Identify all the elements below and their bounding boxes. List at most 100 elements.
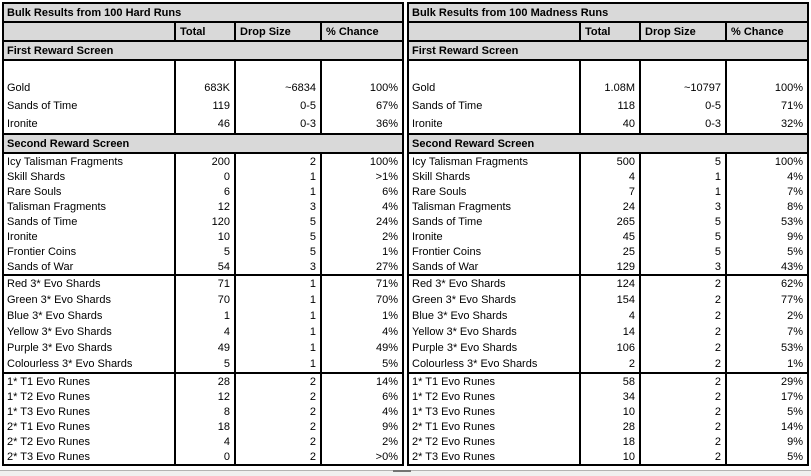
item-name-cell: 2* T1 Evo Runes: [7, 420, 90, 433]
drop-size-cell: 1: [234, 324, 320, 340]
chance-cell: 4%: [320, 199, 402, 214]
drop-size-cell: 3: [234, 199, 320, 214]
item-name-cell: 1* T3 Evo Runes: [7, 405, 90, 418]
drop-size-cell: 2: [234, 389, 320, 404]
total-cell: 6: [174, 184, 234, 199]
total-cell: 45: [579, 229, 639, 244]
table-row: Ironite 10 5 2%: [4, 229, 402, 244]
table-title: Bulk Results from 100 Madness Runs: [409, 4, 807, 23]
drop-size-cell: 2: [234, 449, 320, 464]
item-name-cell: Yellow 3* Evo Shards: [7, 326, 112, 338]
chance-cell: 14%: [320, 374, 402, 389]
chance-cell: 8%: [725, 199, 807, 214]
chance-cell: 9%: [725, 434, 807, 449]
total-cell: 28: [579, 419, 639, 434]
chance-cell: 1%: [320, 244, 402, 259]
total-cell: 10: [174, 229, 234, 244]
drop-size-cell: 2: [234, 374, 320, 389]
column-header-chance: % Chance: [725, 23, 807, 40]
total-cell: 54: [174, 259, 234, 274]
table-row: Sands of Time 265 5 53%: [409, 214, 807, 229]
drop-size-cell: ~10797: [639, 79, 725, 97]
column-header-empty: [409, 23, 579, 40]
item-name-cell: 1* T1 Evo Runes: [7, 375, 90, 388]
item-name-cell: Sands of War: [7, 260, 74, 273]
item-name-cell: Red 3* Evo Shards: [412, 278, 506, 290]
table-row: Frontier Coins 25 5 5%: [409, 244, 807, 259]
total-cell: 25: [579, 244, 639, 259]
item-name-cell: Skill Shards: [412, 170, 471, 183]
empty-row: [409, 61, 807, 79]
drop-size-cell: 2: [639, 374, 725, 389]
drop-size-cell: 2: [639, 449, 725, 464]
total-cell: 18: [579, 434, 639, 449]
table-row: Blue 3* Evo Shards 1 1 1%: [4, 308, 402, 324]
table-row: Skill Shards 0 1 >1%: [4, 169, 402, 184]
empty-cell: [320, 61, 402, 79]
item-name-cell: 2* T3 Evo Runes: [412, 450, 495, 463]
table-row: Yellow 3* Evo Shards 14 2 7%: [409, 324, 807, 340]
total-cell: 2: [579, 356, 639, 372]
total-cell: 49: [174, 340, 234, 356]
drop-size-cell: 1: [234, 184, 320, 199]
item-name-cell: Colourless 3* Evo Shards: [412, 358, 538, 370]
drop-size-cell: 5: [234, 244, 320, 259]
chance-cell: 9%: [320, 419, 402, 434]
table-row: Gold 1.08M ~10797 100%: [409, 79, 807, 97]
table-row: Sands of War 129 3 43%: [409, 259, 807, 274]
chance-cell: 43%: [725, 259, 807, 274]
table-row: 2* T2 Evo Runes 18 2 9%: [409, 434, 807, 449]
item-name-cell: Red 3* Evo Shards: [7, 278, 101, 290]
chance-cell: 27%: [320, 259, 402, 274]
chance-cell: 14%: [725, 419, 807, 434]
table-row: Gold 683K ~6834 100%: [4, 79, 402, 97]
table-row: Skill Shards 4 1 4%: [409, 169, 807, 184]
column-header-total: Total: [174, 23, 234, 40]
drop-size-cell: 2: [639, 389, 725, 404]
chance-cell: 62%: [725, 276, 807, 292]
table-row: Ironite 45 5 9%: [409, 229, 807, 244]
table-row: Ironite 46 0-3 36%: [4, 115, 402, 133]
chance-cell: 29%: [725, 374, 807, 389]
column-header-drop-size: Drop Size: [639, 23, 725, 40]
drop-size-cell: 2: [639, 419, 725, 434]
chance-cell: 5%: [725, 244, 807, 259]
section-header: First Reward Screen: [409, 42, 807, 61]
drop-size-cell: 0-3: [639, 115, 725, 133]
total-cell: 106: [579, 340, 639, 356]
drop-size-cell: 3: [639, 259, 725, 274]
chance-cell: 7%: [725, 184, 807, 199]
table-row: Colourless 3* Evo Shards 5 1 5%: [4, 356, 402, 372]
total-cell: 4: [579, 308, 639, 324]
total-cell: 265: [579, 214, 639, 229]
scrollbar-thumb[interactable]: [393, 470, 411, 472]
drop-size-cell: 2: [639, 404, 725, 419]
item-name-cell: Green 3* Evo Shards: [7, 294, 111, 306]
chance-cell: 36%: [320, 115, 402, 133]
item-name-cell: Gold: [7, 82, 31, 94]
row-block: 1* T1 Evo Runes 58 2 29% 1* T2 Evo Runes 34 2 1…: [409, 374, 807, 464]
chance-cell: 5%: [725, 404, 807, 419]
item-name-cell: Yellow 3* Evo Shards: [412, 326, 517, 338]
chance-cell: 100%: [320, 154, 402, 169]
table-row: Red 3* Evo Shards 71 1 71%: [4, 276, 402, 292]
total-cell: 0: [174, 169, 234, 184]
chance-cell: 5%: [320, 356, 402, 372]
row-block: Gold 683K ~6834 100% Sands of Time 119 0-5 67% I…: [4, 61, 402, 135]
total-cell: 18: [174, 419, 234, 434]
chance-cell: 49%: [320, 340, 402, 356]
total-cell: 58: [579, 374, 639, 389]
total-cell: 129: [579, 259, 639, 274]
column-header-chance: % Chance: [320, 23, 402, 40]
chance-cell: 5%: [725, 449, 807, 464]
section-header: Second Reward Screen: [4, 135, 402, 154]
item-name-cell: Blue 3* Evo Shards: [7, 310, 103, 322]
empty-cell: [639, 61, 725, 79]
item-name-cell: Blue 3* Evo Shards: [412, 310, 508, 322]
chance-cell: >0%: [320, 449, 402, 464]
table-row: 1* T1 Evo Runes 58 2 29%: [409, 374, 807, 389]
drop-size-cell: 5: [639, 214, 725, 229]
chance-cell: >1%: [320, 169, 402, 184]
table-row: 2* T1 Evo Runes 28 2 14%: [409, 419, 807, 434]
bulk-results-table-hard: Bulk Results from 100 Hard Runs Total Drop…: [2, 2, 404, 466]
